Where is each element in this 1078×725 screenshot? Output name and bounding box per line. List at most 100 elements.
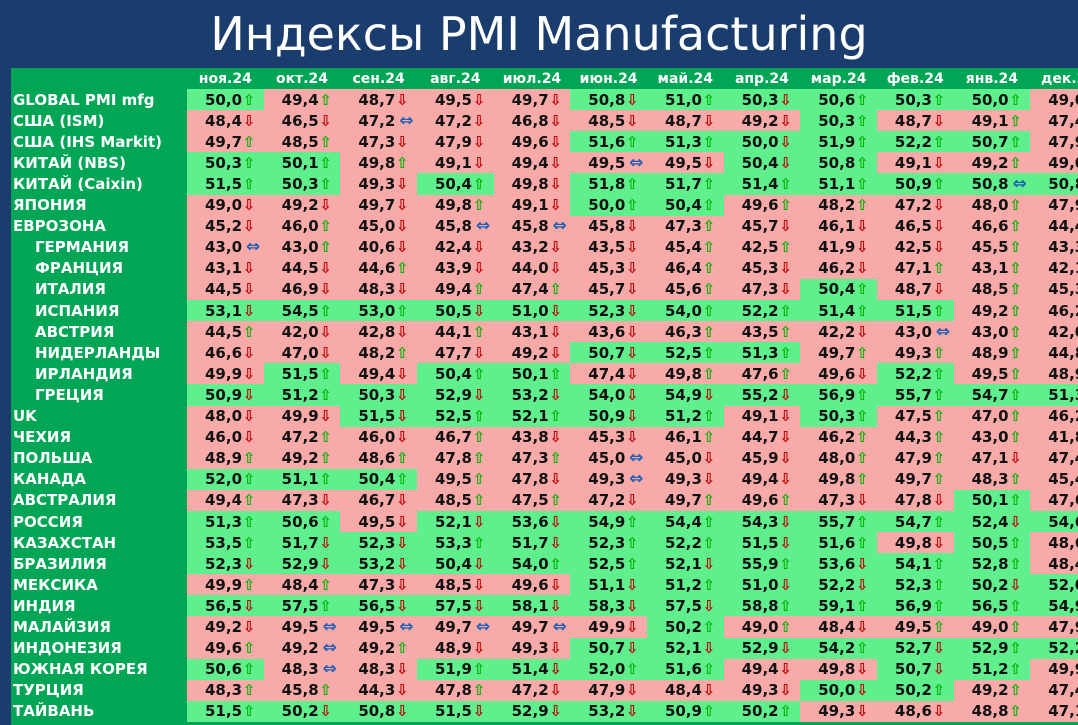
pmi-value: 46,7 xyxy=(434,428,472,447)
pmi-cell: 48,4⇩ xyxy=(1030,553,1078,575)
table-row: ИРЛАНДИЯ 49,9⇩ 51,5⇧ 49,4⇩ 50,4⇧ 50,1⇧ 47,4⇩ 49… xyxy=(11,363,1078,385)
pmi-value: 49,9 xyxy=(205,575,243,594)
pmi-value: 47,3 xyxy=(358,132,396,151)
pmi-cell: 45,8⇧ xyxy=(263,679,341,701)
pmi-cell: 49,5 ⇔ xyxy=(570,152,647,174)
arrow-up-icon: ⇧ xyxy=(242,575,256,594)
arrow-down-icon: ⇩ xyxy=(472,512,486,531)
pmi-value: 50,1 xyxy=(281,153,319,172)
arrow-up-icon: ⇧ xyxy=(319,385,332,404)
pmi-value: 50,4 xyxy=(741,153,779,172)
pmi-value: 48,3 xyxy=(205,681,243,700)
arrow-up-icon: ⇧ xyxy=(319,681,332,700)
pmi-value: 48,7 xyxy=(894,111,932,130)
table-row: ТУРЦИЯ 48,3⇧ 45,8⇧ 44,3⇩ 47,8⇧ 47,2⇩ 47,9⇩ 48,4… xyxy=(11,679,1078,701)
pmi-value: 46,2 xyxy=(1048,407,1078,426)
table-row: МЕКСИКА 49,9⇧ 48,4⇧ 47,3⇩ 48,5⇩ 49,6⇩ 51,1⇩ 51,… xyxy=(11,574,1078,596)
pmi-cell: 49,4⇩ xyxy=(723,468,801,490)
pmi-cell: 49,1⇩ xyxy=(723,405,801,427)
pmi-value: 47,9 xyxy=(434,132,472,151)
pmi-cell: 53,2⇩ xyxy=(493,384,571,406)
arrow-both-icon: ⇔ xyxy=(552,216,567,237)
arrow-down-icon: ⇩ xyxy=(626,217,639,236)
pmi-value: 48,3 xyxy=(281,660,319,679)
pmi-value: 49,7 xyxy=(511,90,549,109)
pmi-cell: 43,5⇩ xyxy=(570,236,647,258)
pmi-cell: 46,7⇩ xyxy=(340,489,417,511)
arrow-down-icon: ⇩ xyxy=(242,385,256,404)
pmi-cell: 50,7⇧ xyxy=(953,131,1031,153)
arrow-up-icon: ⇧ xyxy=(1009,491,1022,510)
pmi-value: 43,8 xyxy=(511,428,549,447)
arrow-up-icon: ⇧ xyxy=(855,132,869,151)
pmi-value: 49,3 xyxy=(818,702,856,721)
pmi-cell: 48,5⇩ xyxy=(416,574,494,596)
arrow-up-icon: ⇧ xyxy=(1009,533,1022,552)
pmi-cell: 45,4⇧ xyxy=(646,236,724,258)
pmi-cell: 49,7⇧ xyxy=(646,489,724,511)
pmi-value: 49,3 xyxy=(741,681,779,700)
table-row: ЕВРОЗОНА 45,2⇩ 46,0⇧ 45,0⇩ 45,8 ⇔ 45,8 ⇔ 45,8⇩ 47… xyxy=(11,215,1078,237)
arrow-down-icon: ⇩ xyxy=(549,196,562,215)
arrow-down-icon: ⇩ xyxy=(702,449,716,468)
arrow-up-icon: ⇧ xyxy=(702,238,716,257)
arrow-up-icon: ⇧ xyxy=(319,238,332,257)
arrow-up-icon: ⇧ xyxy=(702,217,716,236)
pmi-value: 52,4 xyxy=(971,512,1009,531)
pmi-cell: 47,2⇩ xyxy=(876,194,954,216)
arrow-down-icon: ⇩ xyxy=(626,575,639,594)
pmi-value: 53,2 xyxy=(588,702,626,721)
arrow-down-icon: ⇩ xyxy=(319,702,332,721)
pmi-value: 49,8 xyxy=(818,470,856,489)
arrow-down-icon: ⇩ xyxy=(549,533,562,552)
pmi-value: 50,4 xyxy=(434,175,472,194)
row-label: ТУРЦИЯ xyxy=(13,681,84,700)
pmi-cell: 48,2⇧ xyxy=(340,342,417,364)
arrow-up-icon: ⇧ xyxy=(319,90,332,109)
pmi-cell: 52,9⇩ xyxy=(493,700,571,722)
pmi-cell: 48,3⇧ xyxy=(187,679,264,701)
pmi-value: 54,0 xyxy=(511,554,549,573)
pmi-cell: 56,5⇩ xyxy=(187,595,264,617)
pmi-cell: 51,0⇩ xyxy=(723,574,801,596)
arrow-down-icon: ⇩ xyxy=(319,259,332,278)
arrow-down-icon: ⇩ xyxy=(242,407,256,426)
pmi-cell: 49,9⇩ xyxy=(1030,658,1078,680)
pmi-cell: 48,3⇧ xyxy=(953,468,1031,490)
row-label: НИДЕРЛАНДЫ xyxy=(35,343,161,362)
pmi-cell: 49,4⇧ xyxy=(187,489,264,511)
pmi-value: 47,2 xyxy=(434,111,472,130)
pmi-value: 48,9 xyxy=(1048,364,1078,383)
pmi-value: 51,1 xyxy=(588,575,626,594)
pmi-cell: 49,0⇩ xyxy=(1030,152,1078,174)
pmi-cell: 50,2⇧ xyxy=(876,679,954,701)
arrow-down-icon: ⇩ xyxy=(626,702,639,721)
row-label: КИТАЙ (Caixin) xyxy=(13,175,143,194)
pmi-value: 47,0 xyxy=(281,343,319,362)
pmi-value: 48,5 xyxy=(434,575,472,594)
pmi-cell: 49,2⇩ xyxy=(263,194,341,216)
pmi-value: 46,4 xyxy=(664,259,702,278)
arrow-up-icon: ⇧ xyxy=(472,364,486,383)
pmi-cell: 52,9⇩ xyxy=(723,637,801,659)
row-label: США (ISM) xyxy=(13,111,105,130)
pmi-cell: 47,2⇧ xyxy=(263,426,341,448)
pmi-value: 49,1 xyxy=(894,153,932,172)
arrow-down-icon: ⇩ xyxy=(549,596,562,615)
pmi-value: 50,1 xyxy=(971,491,1009,510)
arrow-up-icon: ⇧ xyxy=(779,175,792,194)
pmi-cell: 48,2⇧ xyxy=(800,194,877,216)
pmi-cell: 51,1⇧ xyxy=(800,173,877,195)
pmi-cell: 57,5⇩ xyxy=(646,595,724,617)
arrow-both-icon: ⇔ xyxy=(552,616,567,637)
arrow-up-icon: ⇧ xyxy=(396,259,409,278)
table-row: ГРЕЦИЯ 50,9⇩ 51,2⇧ 50,3⇩ 52,9⇩ 53,2⇩ 54,0⇩ 54,9… xyxy=(11,384,1078,406)
pmi-table-container: ноя.24 окт.24 сен.24 авг.24 июл.24 июн.24 май.… xyxy=(11,68,1078,725)
arrow-up-icon: ⇧ xyxy=(702,343,716,362)
pmi-cell: 49,5 ⇔ xyxy=(340,616,417,638)
arrow-down-icon: ⇩ xyxy=(549,111,562,130)
pmi-value: 45,0 xyxy=(664,449,702,468)
pmi-value: 51,2 xyxy=(281,385,319,404)
pmi-cell: 42,5⇧ xyxy=(723,236,801,258)
arrow-down-icon: ⇩ xyxy=(396,364,409,383)
